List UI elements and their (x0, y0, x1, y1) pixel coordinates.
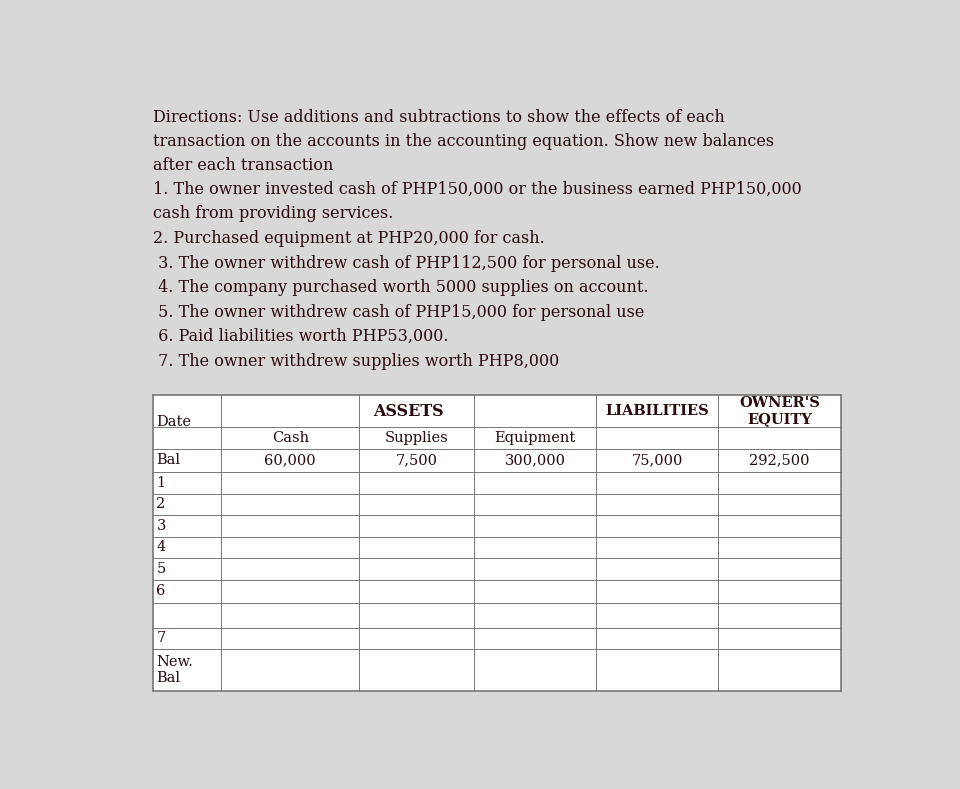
Text: 4: 4 (156, 540, 166, 555)
Text: 300,000: 300,000 (504, 454, 565, 467)
Text: 1. The owner invested cash of PHP150,000 or the business earned PHP150,000
cash : 1. The owner invested cash of PHP150,000… (153, 181, 802, 370)
Text: Equipment: Equipment (494, 431, 575, 445)
Text: 7,500: 7,500 (396, 454, 438, 467)
Text: Date: Date (156, 415, 191, 429)
Text: 7: 7 (156, 631, 166, 645)
Text: ASSETS: ASSETS (373, 402, 444, 420)
Text: New.
Bal: New. Bal (156, 655, 193, 686)
Text: 60,000: 60,000 (264, 454, 316, 467)
Text: 292,500: 292,500 (750, 454, 810, 467)
Bar (153, 395, 841, 691)
Text: Directions: Use additions and subtractions to show the effects of each
transacti: Directions: Use additions and subtractio… (153, 109, 774, 174)
Text: LIABILITIES: LIABILITIES (606, 404, 709, 418)
Text: 1: 1 (156, 476, 165, 490)
Text: 75,000: 75,000 (632, 454, 683, 467)
Text: 6: 6 (156, 585, 166, 598)
Text: 2: 2 (156, 497, 166, 511)
Text: OWNER'S
EQUITY: OWNER'S EQUITY (739, 396, 820, 427)
Text: Cash: Cash (272, 431, 309, 445)
Text: 3: 3 (156, 519, 166, 533)
Text: 5: 5 (156, 562, 166, 576)
Text: Supplies: Supplies (385, 431, 448, 445)
Text: Bal: Bal (156, 454, 180, 467)
